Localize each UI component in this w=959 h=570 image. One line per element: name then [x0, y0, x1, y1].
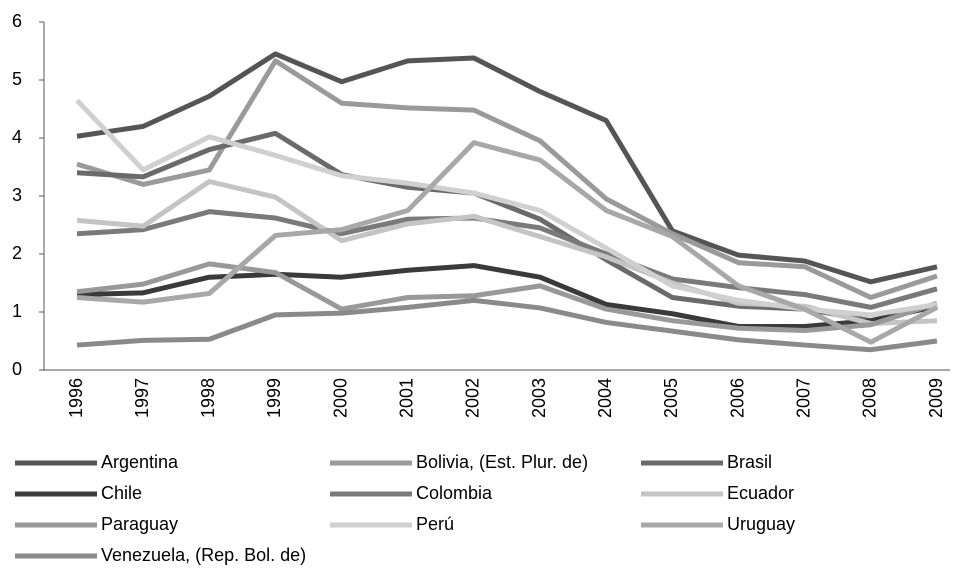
x-tick-label: 2004 — [595, 378, 615, 418]
series-line — [76, 263, 938, 329]
legend-label: Perú — [416, 514, 454, 534]
y-tick-label: 2 — [12, 243, 22, 263]
x-tick-label: 2008 — [860, 378, 880, 418]
x-tick-label: 2005 — [661, 378, 681, 418]
legend-label: Bolivia, (Est. Plur. de) — [416, 452, 588, 472]
y-tick-label: 5 — [12, 69, 22, 89]
x-tick-label: 2003 — [529, 378, 549, 418]
x-tick-label: 2000 — [330, 378, 350, 418]
x-tick-label: 1999 — [264, 378, 284, 418]
legend-label: Uruguay — [727, 514, 795, 534]
series-line — [76, 209, 938, 310]
legend-label: Chile — [101, 483, 142, 503]
x-tick-label: 2007 — [793, 378, 813, 418]
x-tick-label: 2009 — [926, 378, 946, 418]
series-line — [76, 58, 938, 300]
series-line — [76, 140, 939, 345]
x-tick-label: 2002 — [463, 378, 483, 418]
x-tick-label: 1996 — [66, 378, 86, 418]
x-tick-label: 2001 — [397, 378, 417, 418]
legend-label: Colombia — [416, 483, 493, 503]
x-tick-label: 1998 — [198, 378, 218, 418]
x-tick-label: 2006 — [727, 378, 747, 418]
legend-label: Paraguay — [101, 514, 178, 534]
series-line — [76, 261, 938, 334]
y-tick-label: 1 — [12, 301, 22, 321]
legend-label: Argentina — [101, 452, 179, 472]
series-line — [76, 51, 938, 285]
legend-label: Ecuador — [727, 483, 794, 503]
legend-label: Venezuela, (Rep. Bol. de) — [101, 545, 306, 565]
series-line — [76, 297, 938, 353]
x-tick-label: 1997 — [132, 378, 152, 418]
y-tick-label: 4 — [12, 127, 22, 147]
y-tick-label: 0 — [12, 359, 22, 379]
y-tick-label: 3 — [12, 185, 22, 205]
legend-label: Brasil — [727, 452, 772, 472]
y-tick-label: 6 — [12, 11, 22, 31]
